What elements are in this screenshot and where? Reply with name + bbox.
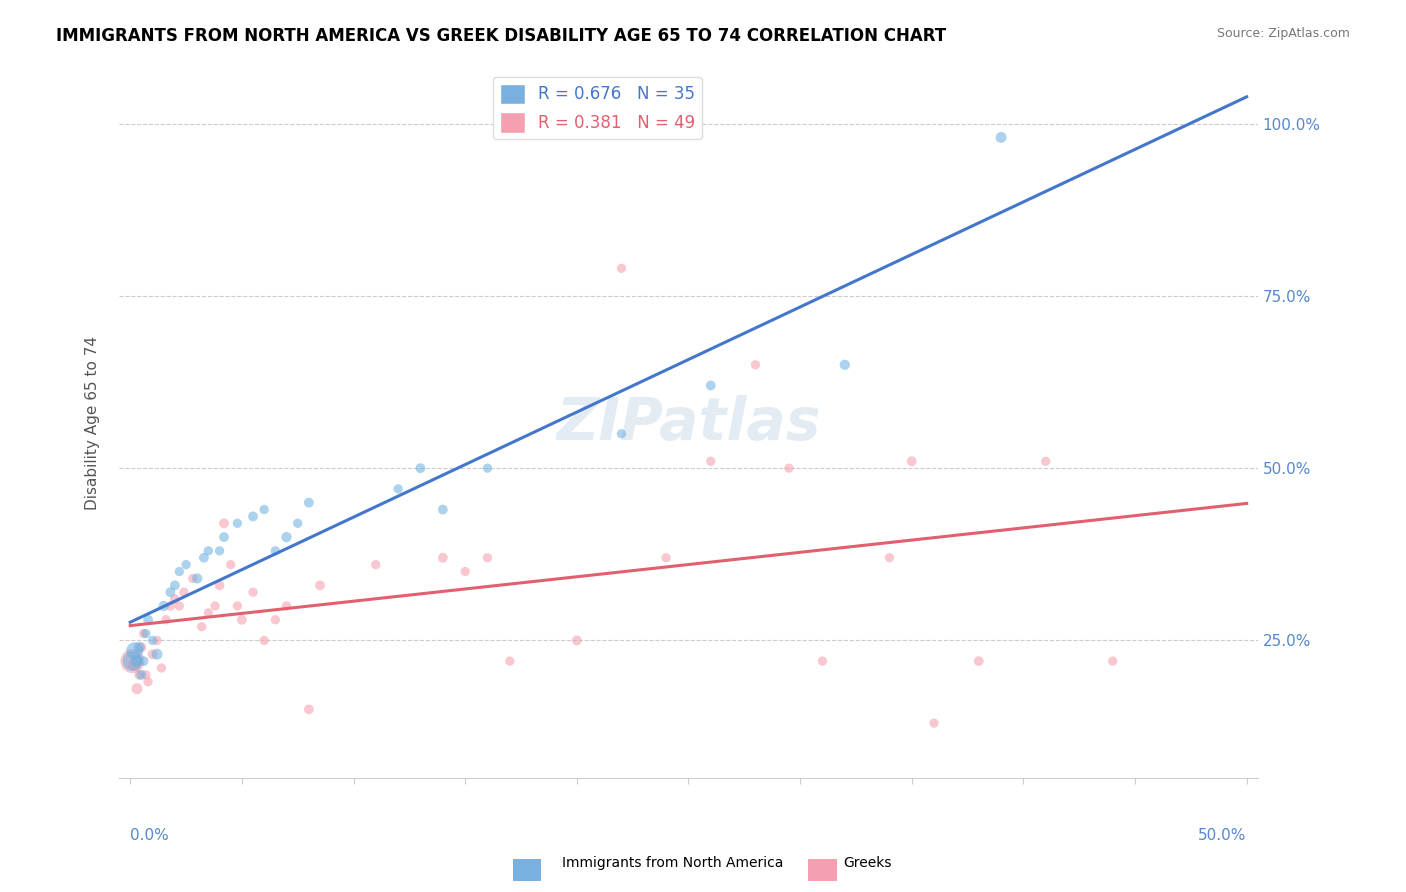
Point <box>364 558 387 572</box>
Point <box>778 461 800 475</box>
Point <box>197 544 219 558</box>
Point <box>197 606 219 620</box>
Point <box>253 633 276 648</box>
Point <box>155 613 177 627</box>
Point <box>190 620 212 634</box>
Point <box>276 530 298 544</box>
Point <box>309 578 332 592</box>
Point <box>125 654 148 668</box>
Text: IMMIGRANTS FROM NORTH AMERICA VS GREEK DISABILITY AGE 65 TO 74 CORRELATION CHART: IMMIGRANTS FROM NORTH AMERICA VS GREEK D… <box>56 27 946 45</box>
Point <box>132 626 155 640</box>
Point <box>204 599 226 613</box>
Point <box>298 702 321 716</box>
Text: 50.0%: 50.0% <box>1198 828 1247 843</box>
Point <box>387 482 409 496</box>
Point <box>136 613 159 627</box>
Point <box>125 681 148 696</box>
Point <box>131 640 153 655</box>
Text: Source: ZipAtlas.com: Source: ZipAtlas.com <box>1216 27 1350 40</box>
Point <box>219 558 242 572</box>
Point <box>146 647 169 661</box>
Point <box>811 654 834 668</box>
Point <box>990 130 1012 145</box>
Point <box>131 668 153 682</box>
Y-axis label: Disability Age 65 to 74: Disability Age 65 to 74 <box>86 336 100 510</box>
Point <box>454 565 477 579</box>
Point <box>135 626 157 640</box>
Point <box>298 495 321 509</box>
Point <box>967 654 990 668</box>
Point <box>226 599 249 613</box>
Text: Immigrants from North America: Immigrants from North America <box>562 855 783 870</box>
Text: Greeks: Greeks <box>844 855 891 870</box>
Point <box>128 640 150 655</box>
Point <box>136 674 159 689</box>
Point <box>121 654 143 668</box>
Point <box>141 633 163 648</box>
Point <box>212 530 235 544</box>
Point <box>174 558 197 572</box>
Point <box>432 502 454 516</box>
Point <box>242 585 264 599</box>
Point <box>159 585 181 599</box>
Point <box>477 550 499 565</box>
Point <box>141 647 163 661</box>
Point <box>128 668 150 682</box>
Legend: R = 0.676   N = 35, R = 0.381   N = 49: R = 0.676 N = 35, R = 0.381 N = 49 <box>494 77 702 139</box>
Point <box>264 613 287 627</box>
Text: ZIPatlas: ZIPatlas <box>557 395 821 452</box>
Point <box>163 578 186 592</box>
Point <box>121 654 143 668</box>
Point <box>477 461 499 475</box>
Point <box>922 716 945 731</box>
Point <box>565 633 588 648</box>
Point <box>181 571 204 585</box>
Point <box>432 550 454 565</box>
Point <box>900 454 922 468</box>
Point <box>610 426 633 441</box>
Point <box>1101 654 1123 668</box>
Point <box>169 565 191 579</box>
Point <box>193 550 215 565</box>
Point <box>744 358 766 372</box>
Point <box>231 613 253 627</box>
Point <box>276 599 298 613</box>
Point <box>208 544 231 558</box>
Point <box>212 516 235 531</box>
Point <box>169 599 191 613</box>
Point <box>879 550 901 565</box>
Point <box>186 571 208 585</box>
Point <box>834 358 856 372</box>
Point <box>226 516 249 531</box>
Point <box>409 461 432 475</box>
Point <box>163 592 186 607</box>
Point <box>610 261 633 276</box>
Point <box>208 578 231 592</box>
Point <box>124 644 146 658</box>
Point <box>146 633 169 648</box>
Point <box>287 516 309 531</box>
Point <box>655 550 678 565</box>
Point <box>700 378 723 392</box>
Point <box>159 599 181 613</box>
Point <box>1035 454 1057 468</box>
Point <box>242 509 264 524</box>
Text: 0.0%: 0.0% <box>131 828 169 843</box>
Point <box>700 454 723 468</box>
Point <box>135 668 157 682</box>
Point <box>124 657 146 672</box>
Point <box>150 661 173 675</box>
Point <box>264 544 287 558</box>
Point <box>132 654 155 668</box>
Point <box>499 654 522 668</box>
Point <box>253 502 276 516</box>
Point <box>173 585 195 599</box>
Point <box>152 599 174 613</box>
